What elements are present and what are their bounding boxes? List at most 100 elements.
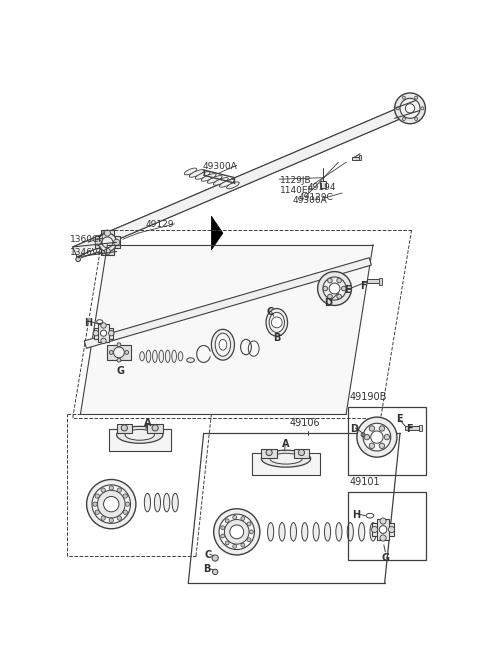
Text: E: E — [345, 285, 351, 295]
Ellipse shape — [172, 350, 177, 362]
Circle shape — [97, 490, 125, 518]
Circle shape — [101, 323, 106, 328]
Circle shape — [421, 107, 424, 110]
Text: C: C — [267, 307, 274, 317]
Circle shape — [357, 417, 397, 457]
Bar — [98, 324, 109, 343]
Circle shape — [212, 555, 218, 561]
Ellipse shape — [269, 312, 285, 332]
Circle shape — [384, 434, 390, 440]
Circle shape — [104, 248, 110, 254]
Bar — [252, 453, 320, 475]
Ellipse shape — [336, 523, 342, 541]
Bar — [101, 230, 114, 254]
Circle shape — [329, 283, 340, 294]
Circle shape — [406, 103, 415, 113]
Ellipse shape — [313, 523, 319, 541]
Circle shape — [214, 509, 260, 555]
Polygon shape — [73, 101, 420, 257]
Circle shape — [109, 351, 113, 355]
Circle shape — [104, 230, 110, 236]
Ellipse shape — [266, 308, 288, 336]
Circle shape — [221, 526, 225, 530]
Ellipse shape — [184, 168, 197, 175]
Ellipse shape — [267, 523, 274, 541]
Circle shape — [114, 347, 124, 358]
Bar — [359, 156, 361, 160]
Circle shape — [102, 237, 113, 248]
Bar — [109, 430, 170, 451]
Text: 49129C: 49129C — [299, 193, 333, 202]
Bar — [94, 328, 113, 339]
Ellipse shape — [117, 426, 163, 444]
Circle shape — [125, 351, 129, 355]
Ellipse shape — [201, 173, 216, 181]
Circle shape — [125, 502, 130, 506]
Circle shape — [213, 569, 218, 575]
Ellipse shape — [262, 450, 311, 467]
Text: 1346VA: 1346VA — [71, 248, 105, 257]
Circle shape — [95, 494, 99, 498]
Circle shape — [402, 117, 406, 121]
Circle shape — [299, 449, 304, 455]
Circle shape — [396, 107, 399, 110]
Text: 49101: 49101 — [350, 477, 381, 487]
Bar — [107, 345, 131, 360]
Circle shape — [250, 530, 253, 534]
Ellipse shape — [189, 169, 204, 177]
Circle shape — [109, 486, 113, 490]
Circle shape — [105, 240, 110, 244]
Circle shape — [400, 98, 420, 119]
Ellipse shape — [166, 350, 170, 362]
Ellipse shape — [215, 333, 230, 357]
Circle shape — [323, 277, 346, 300]
Circle shape — [364, 434, 370, 440]
Bar — [352, 157, 360, 160]
Circle shape — [266, 449, 272, 455]
Circle shape — [247, 538, 251, 542]
Circle shape — [369, 426, 374, 431]
Text: E: E — [396, 414, 403, 424]
Circle shape — [388, 527, 395, 532]
Circle shape — [371, 431, 383, 444]
Circle shape — [100, 330, 107, 336]
Text: H: H — [84, 318, 93, 328]
Circle shape — [117, 343, 121, 347]
Circle shape — [221, 534, 225, 538]
Text: C: C — [204, 550, 212, 560]
Ellipse shape — [214, 177, 228, 185]
Circle shape — [109, 518, 113, 523]
Circle shape — [241, 517, 245, 521]
Circle shape — [101, 338, 106, 343]
Circle shape — [379, 443, 384, 449]
Text: 1140EF: 1140EF — [280, 186, 313, 195]
Ellipse shape — [219, 339, 227, 350]
Circle shape — [98, 233, 117, 252]
Bar — [372, 523, 394, 536]
Circle shape — [86, 480, 136, 529]
Ellipse shape — [195, 171, 210, 179]
Text: B: B — [273, 333, 280, 343]
Bar — [377, 519, 389, 540]
Bar — [117, 424, 132, 433]
Text: D: D — [324, 298, 333, 308]
Ellipse shape — [279, 523, 285, 541]
Bar — [367, 279, 381, 283]
Text: F: F — [406, 424, 413, 434]
Text: G: G — [382, 553, 389, 563]
Circle shape — [337, 294, 341, 299]
Circle shape — [369, 443, 374, 449]
Circle shape — [117, 358, 121, 362]
Polygon shape — [84, 258, 372, 348]
Bar — [379, 277, 382, 285]
Circle shape — [95, 510, 99, 515]
Circle shape — [318, 272, 351, 306]
Ellipse shape — [207, 175, 222, 183]
Circle shape — [247, 522, 251, 526]
Text: A: A — [144, 418, 151, 428]
Circle shape — [76, 257, 81, 262]
Circle shape — [328, 278, 332, 283]
Bar — [320, 181, 326, 188]
Bar — [406, 426, 421, 430]
Text: A: A — [282, 440, 290, 449]
